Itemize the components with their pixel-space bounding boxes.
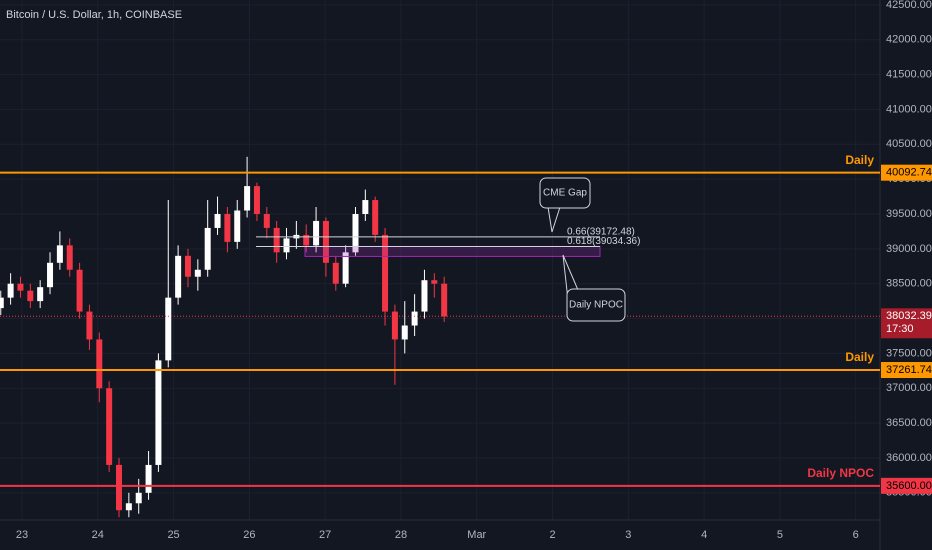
y-tick-label: 41500.00 [886,68,932,80]
candle-body [17,283,24,291]
candle-body [204,227,211,270]
y-tick-label: 37500.00 [886,347,932,359]
candle-body [155,360,162,465]
y-tick-label: 37000.00 [886,382,932,394]
candle-body [175,255,182,298]
candle-body [342,252,349,284]
candle-body [391,311,398,340]
y-tick-label: 39000.00 [886,243,932,255]
candle-body [362,200,369,214]
candle-body [421,280,428,312]
y-tick-label: 39500.00 [886,208,932,220]
price-tag [881,477,932,494]
x-tick-label: 23 [16,529,28,541]
candle-body [135,492,142,504]
candle-body [106,388,113,465]
y-tick-label: 36000.00 [886,452,932,464]
x-tick-label: 24 [92,529,104,541]
candle-body [372,200,379,235]
candle-body [125,503,132,511]
callout-box [539,177,591,209]
fib-zone [304,245,601,257]
axes: 35500.0036000.0036500.0037000.0037500.00… [16,0,932,541]
callout-box [566,288,626,322]
candle-body [86,311,93,340]
candle-body [441,283,448,317]
x-tick-label: 28 [395,529,407,541]
x-tick-label: 26 [243,529,255,541]
candle-body [253,186,260,214]
price-tag [881,164,932,181]
y-tick-label: 36500.00 [886,417,932,429]
x-tick-label: 5 [777,529,783,541]
candle-body [431,280,438,284]
x-tick-label: Mar [467,529,486,541]
x-tick-label: 3 [625,529,631,541]
candle-body [313,220,320,246]
candle-body [214,213,221,228]
price-tag-label: 40092.74 [886,167,932,179]
candle-body [401,325,408,340]
level-name: Daily NPOC [807,466,874,480]
price-tag-label: 37261.74 [886,364,932,376]
candle-body [234,210,241,242]
candle-body [411,311,418,326]
candle-body [66,245,73,270]
candle-body [27,290,34,302]
callout-label: CME Gap [543,188,587,199]
level-name: Daily [845,350,874,364]
candle-body [165,297,172,361]
y-tick-label: 42000.00 [886,34,932,46]
candle-body [37,287,44,302]
candle-body [303,234,310,246]
fib-label: 0.66(39172.48) [567,226,635,237]
candle-body [283,238,290,253]
candle-body [76,269,83,312]
chart-title: Bitcoin / U.S. Dollar, 1h, COINBASE [6,9,182,21]
price-tag [881,362,932,379]
candle-body [224,213,231,242]
candle-body [382,234,389,312]
candle-body [332,262,339,284]
callout-label: Daily NPOC [569,300,623,311]
y-tick-label: 40500.00 [886,138,932,150]
plot [0,156,448,518]
x-tick-label: 2 [549,529,555,541]
x-tick-label: 6 [853,529,859,541]
y-tick-label: 41000.00 [886,103,932,115]
fib-label: 0.618(39034.36) [567,236,640,247]
candle-body [194,269,201,277]
candle-body [116,464,123,511]
candle-body [145,464,152,493]
price-tag-label: 35600.00 [886,480,932,492]
grid [0,0,880,520]
overlays: Daily 40092.74 Daily 37261.74 Daily NPOC 3560… [0,153,932,494]
candle-body [263,213,270,228]
candle-body [322,220,329,263]
candle-body [56,245,63,263]
level-name: Daily [845,153,874,167]
candle-body [96,339,103,389]
candle-body [273,227,280,253]
y-tick-label: 38500.00 [886,278,932,290]
candle-body [47,262,54,288]
current-time-label: 17:30 [886,323,914,335]
x-tick-label: 25 [167,529,179,541]
candle-body [184,255,191,277]
current-price-label: 38032.39 [886,310,932,322]
x-tick-label: 4 [701,529,707,541]
candle-body [7,283,14,298]
candle-body [244,186,251,211]
y-tick-label: 42500.00 [886,0,932,11]
current-price-tag [881,308,932,339]
candle-body [0,297,4,309]
x-tick-label: 27 [319,529,331,541]
candle-body [352,213,359,253]
